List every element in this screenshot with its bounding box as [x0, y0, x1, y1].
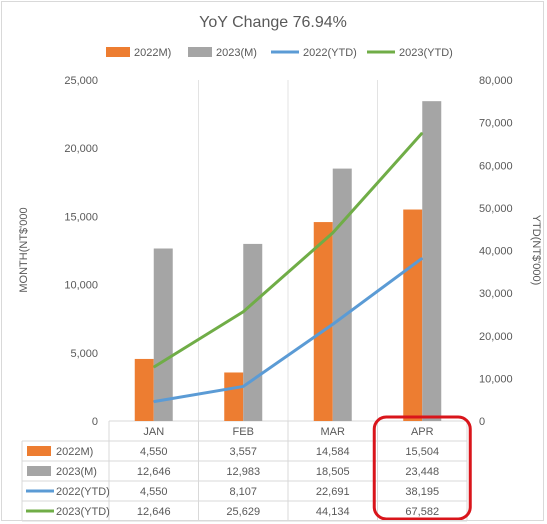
right-tick-label: 80,000 — [479, 75, 513, 87]
right-tick-label: 70,000 — [479, 118, 513, 130]
legend-label-0: 2022M) — [134, 47, 171, 59]
legend-swatch-1 — [188, 47, 212, 57]
table-value-2-MAR: 22,691 — [316, 486, 350, 498]
table-value-0-APR: 15,504 — [405, 446, 439, 458]
legend-label-1: 2023(M) — [216, 47, 257, 59]
bar-2023(M)-APR — [422, 101, 442, 421]
point-2022(YTD)-MAR — [332, 323, 334, 325]
table-value-1-JAN: 12,646 — [137, 466, 171, 478]
bar-2023(M)-MAR — [332, 168, 352, 421]
point-2023(YTD)-APR — [421, 132, 423, 134]
right-tick-label: 50,000 — [479, 203, 513, 215]
bar-2023(M)-FEB — [243, 243, 263, 421]
right-tick-label: 40,000 — [479, 246, 513, 258]
right-tick-label: 30,000 — [479, 288, 513, 300]
right-tick-label: 20,000 — [479, 331, 513, 343]
table-value-1-FEB: 12,983 — [226, 466, 260, 478]
right-tick-label: 0 — [479, 416, 485, 428]
table-value-1-APR: 23,448 — [405, 466, 439, 478]
table-value-2-APR: 38,195 — [405, 486, 439, 498]
table-value-3-FEB: 25,629 — [226, 506, 260, 518]
table-value-1-MAR: 18,505 — [316, 466, 350, 478]
left-tick-label: 15,000 — [64, 211, 98, 223]
table-series-name-2: 2022(YTD) — [56, 486, 110, 498]
category-label-FEB: FEB — [233, 426, 254, 438]
left-tick-label: 25,000 — [64, 75, 98, 87]
right-tick-label: 10,000 — [479, 373, 513, 385]
point-2022(YTD)-FEB — [242, 385, 244, 387]
bar-2022M)-MAR — [313, 222, 333, 421]
bar-2023(M)-JAN — [153, 248, 173, 421]
category-label-APR: APR — [411, 426, 434, 438]
point-2022(YTD)-APR — [421, 257, 423, 259]
table-value-2-JAN: 4,550 — [140, 486, 168, 498]
table-value-0-MAR: 14,584 — [316, 446, 350, 458]
table-value-2-FEB: 8,107 — [229, 486, 257, 498]
apr-highlight-box — [372, 415, 472, 521]
left-tick-label: 10,000 — [64, 280, 98, 292]
point-2023(YTD)-FEB — [242, 311, 244, 313]
point-2023(YTD)-JAN — [153, 366, 155, 368]
table-value-0-FEB: 3,557 — [229, 446, 257, 458]
legend-swatch-0 — [106, 47, 130, 57]
category-label-MAR: MAR — [321, 426, 346, 438]
bar-2022M)-JAN — [134, 358, 154, 421]
table-value-3-APR: 67,582 — [405, 506, 439, 518]
right-axis-title: YTD(NT$'000) — [530, 215, 542, 286]
table-series-name-1: 2023(M) — [56, 466, 97, 478]
left-tick-label: 5,000 — [70, 348, 98, 360]
legend-label-3: 2023(YTD) — [399, 47, 453, 59]
line-2023(YTD) — [152, 131, 424, 369]
table-value-0-JAN: 4,550 — [140, 446, 168, 458]
table-value-3-MAR: 44,134 — [316, 506, 350, 518]
bar-2022M)-APR — [403, 209, 423, 421]
table-value-3-JAN: 12,646 — [137, 506, 171, 518]
legend-label-2: 2022(YTD) — [303, 47, 357, 59]
right-tick-label: 60,000 — [479, 160, 513, 172]
table-series-name-0: 2022M) — [56, 446, 93, 458]
left-tick-label: 0 — [92, 416, 98, 428]
bar-2022M)-FEB — [224, 372, 244, 421]
table-key-1 — [27, 466, 51, 476]
line-2022(YTD) — [153, 256, 424, 404]
left-axis-title: MONTH(NT$'000 — [18, 207, 30, 292]
chart-title: YoY Change 76.94% — [199, 14, 347, 31]
table-key-0 — [27, 446, 51, 456]
point-2022(YTD)-JAN — [153, 401, 155, 403]
point-2023(YTD)-MAR — [332, 232, 334, 234]
category-label-JAN: JAN — [143, 426, 164, 438]
left-tick-label: 20,000 — [64, 143, 98, 155]
table-series-name-3: 2023(YTD) — [56, 506, 110, 518]
